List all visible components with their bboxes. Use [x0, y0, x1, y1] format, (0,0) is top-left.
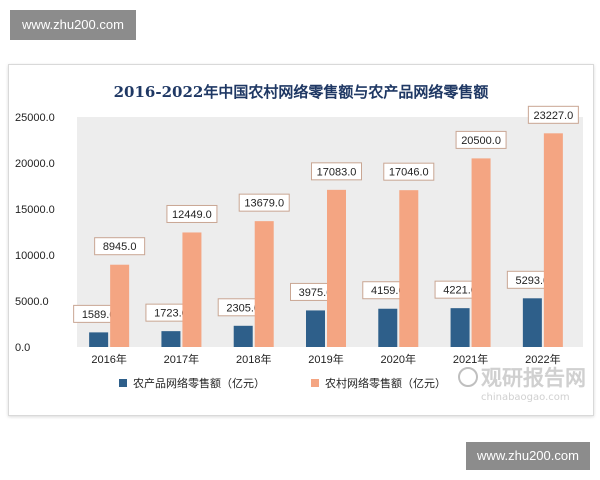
- bar-agri: [306, 310, 325, 347]
- plot-area: 0.0 5000.0 10000.0 15000.0 20000.0 25000.0 158…: [15, 105, 583, 366]
- bar-rural: [254, 221, 274, 347]
- x-tick-label: 2018年: [236, 352, 271, 366]
- data-label-box: [383, 162, 435, 181]
- x-tick-label: 2019年: [308, 352, 343, 366]
- legend-label: 农村网络零售额（亿元）: [325, 376, 446, 390]
- bar-rural: [327, 189, 346, 347]
- x-tick-label: 2021年: [453, 352, 488, 366]
- y-tick-label: 20000.0: [15, 158, 55, 170]
- data-label: 1589.0: [82, 309, 116, 321]
- chart: 2016-2022年中国农村网络零售额与农产品网络零售额 0.0 5000.0 10…: [15, 83, 586, 403]
- legend: 农产品网络零售额（亿元） 农村网络零售额（亿元）: [119, 376, 446, 390]
- bar-agri: [522, 298, 542, 347]
- x-tick-label: 2022年: [525, 352, 560, 366]
- data-label-box: [311, 162, 362, 181]
- y-tick-label: 5000.0: [15, 296, 49, 308]
- y-tick-label: 0.0: [15, 342, 30, 354]
- data-label: 2305.0: [226, 302, 260, 314]
- x-tick-label: 2020年: [381, 352, 416, 366]
- data-label: 12449.0: [172, 209, 212, 221]
- data-label: 4159.0: [371, 285, 405, 297]
- data-label: 3975.0: [299, 287, 333, 299]
- y-tick-label: 10000.0: [15, 250, 55, 262]
- data-label: 20500.0: [461, 135, 501, 147]
- bar-rural: [543, 133, 563, 347]
- data-label-box: [238, 193, 290, 212]
- data-label: 17046.0: [389, 167, 429, 179]
- watermark-top: www.zhu200.com: [10, 10, 136, 40]
- data-label: 23227.0: [533, 110, 573, 122]
- logo-watermark-text: 观研报告网: [481, 366, 586, 390]
- logo-watermark-url: chinabaogao.com: [481, 392, 570, 403]
- logo-watermark: 观研报告网 chinabaogao.com: [458, 366, 586, 403]
- legend-swatch: [311, 379, 319, 387]
- data-label-box: [527, 105, 579, 124]
- data-label: 5293.0: [516, 275, 550, 287]
- bar-agri: [450, 308, 470, 347]
- bar-agri: [378, 308, 398, 347]
- legend-swatch: [119, 379, 127, 387]
- bar-agri: [233, 325, 253, 347]
- x-tick-label: 2016年: [91, 352, 126, 366]
- data-label-box: [166, 204, 218, 223]
- bar-agri: [89, 332, 109, 347]
- y-tick-label: 15000.0: [15, 204, 55, 216]
- data-label: 13679.0: [244, 198, 284, 210]
- chart-card: 2016-2022年中国农村网络零售额与农产品网络零售额 0.0 5000.0 10…: [8, 64, 594, 416]
- data-label: 8945.0: [103, 241, 137, 253]
- chart-title: 2016-2022年中国农村网络零售额与农产品网络零售额: [114, 83, 489, 101]
- data-label: 1723.0: [154, 308, 188, 320]
- x-tick-label: 2017年: [164, 352, 199, 366]
- data-label: 4221.0: [443, 285, 477, 297]
- data-label: 17083.0: [317, 166, 357, 178]
- y-tick-label: 25000.0: [15, 112, 55, 124]
- bar-rural: [110, 264, 130, 347]
- data-label-box: [455, 130, 507, 149]
- data-label-box: [94, 237, 146, 256]
- watermark-bottom: www.zhu200.com: [466, 442, 590, 470]
- logo-watermark-icon: [458, 367, 478, 387]
- bar-rural: [399, 190, 419, 347]
- legend-label: 农产品网络零售额（亿元）: [133, 376, 265, 390]
- bar-rural: [471, 158, 491, 347]
- bar-rural: [182, 232, 202, 347]
- bar-agri: [161, 331, 181, 347]
